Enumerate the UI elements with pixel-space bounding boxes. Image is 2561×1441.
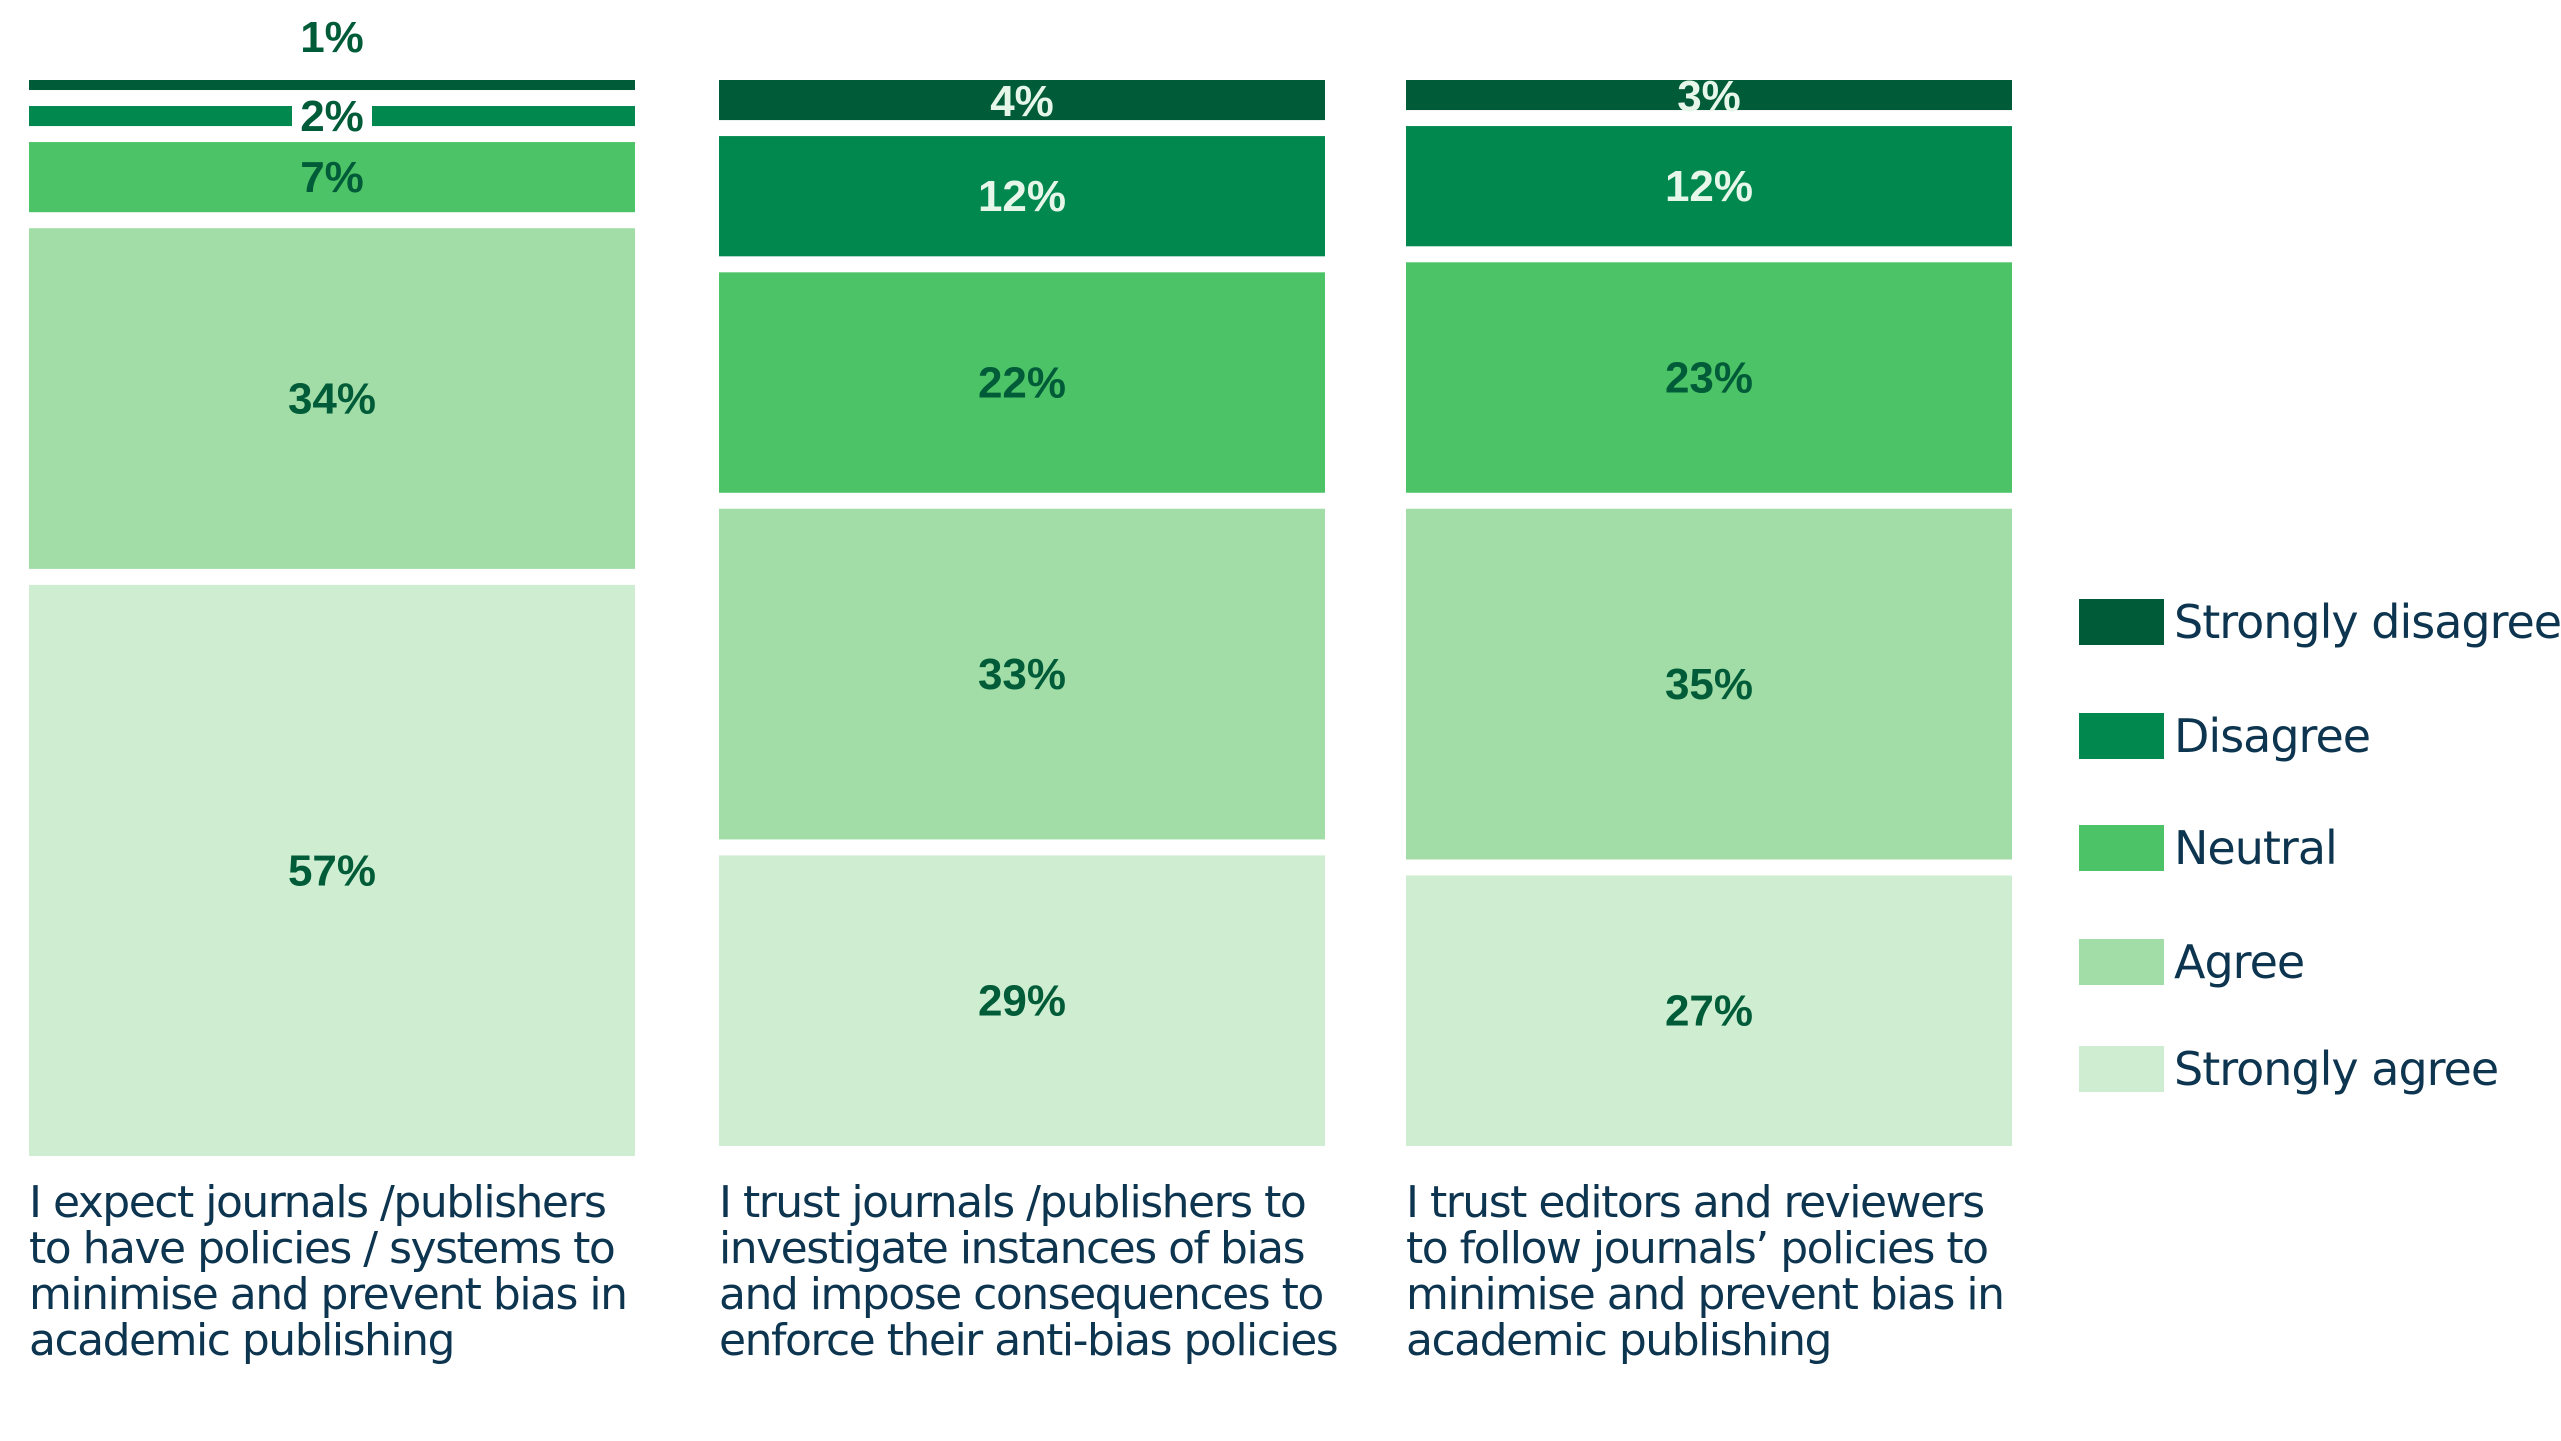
bar-segment-agree	[1406, 508, 2012, 860]
data-label: 1%	[300, 13, 364, 62]
legend-label: Strongly agree	[2174, 1042, 2499, 1096]
bar-segment-strongly-disagree	[1406, 80, 2012, 111]
data-label: 33%	[978, 650, 1066, 699]
data-label: 27%	[1665, 987, 1753, 1036]
data-label: 22%	[978, 359, 1066, 408]
legend-item-disagree: Disagree	[2079, 709, 2371, 763]
category-label-2: I trust journals /publishers to investig…	[719, 1177, 1339, 1366]
data-label: 34%	[288, 375, 376, 424]
legend-swatch	[2079, 713, 2164, 759]
bar-segment-neutral	[719, 272, 1325, 493]
category-label-3: I trust editors and reviewers to follow …	[1406, 1177, 2005, 1366]
legend-label: Strongly disagree	[2174, 595, 2561, 649]
bar-segment-strongly-agree	[29, 584, 635, 1157]
bar-segment-agree	[719, 508, 1325, 840]
bar-segment-strongly-disagree	[29, 80, 635, 91]
bar-segment-strongly-agree	[1406, 875, 2012, 1146]
data-label: 35%	[1665, 660, 1753, 709]
data-label: 23%	[1665, 354, 1753, 403]
bar-segment-strongly-disagree	[719, 80, 1325, 121]
bar-segment-disagree	[1406, 126, 2012, 247]
label-background	[292, 100, 372, 133]
bar-segment-neutral	[1406, 262, 2012, 493]
data-label: 29%	[978, 977, 1066, 1026]
data-label: 7%	[300, 153, 364, 202]
data-label: 3%	[1677, 72, 1741, 121]
legend-label: Neutral	[2174, 821, 2338, 875]
legend-item-strongly-disagree: Strongly disagree	[2079, 595, 2561, 649]
data-label: 12%	[1665, 162, 1753, 211]
legend-label: Agree	[2174, 935, 2305, 989]
bar-segment-neutral	[29, 142, 635, 213]
data-label: 12%	[978, 172, 1066, 221]
legend-swatch	[2079, 939, 2164, 985]
data-label: 4%	[990, 77, 1054, 126]
legend-label: Disagree	[2174, 709, 2371, 763]
legend-swatch	[2079, 599, 2164, 645]
bar-segment-disagree	[719, 136, 1325, 257]
data-label: 57%	[288, 846, 376, 895]
bar-segment-strongly-agree	[719, 855, 1325, 1146]
legend-item-neutral: Neutral	[2079, 821, 2338, 875]
legend-item-strongly-agree: Strongly agree	[2079, 1042, 2499, 1096]
legend-swatch	[2079, 1046, 2164, 1092]
data-label: 2%	[300, 92, 364, 141]
category-label-1: I expect journals /publishers to have po…	[29, 1177, 628, 1366]
legend-swatch	[2079, 825, 2164, 871]
bar-segment-agree	[29, 228, 635, 569]
legend-item-agree: Agree	[2079, 935, 2305, 989]
